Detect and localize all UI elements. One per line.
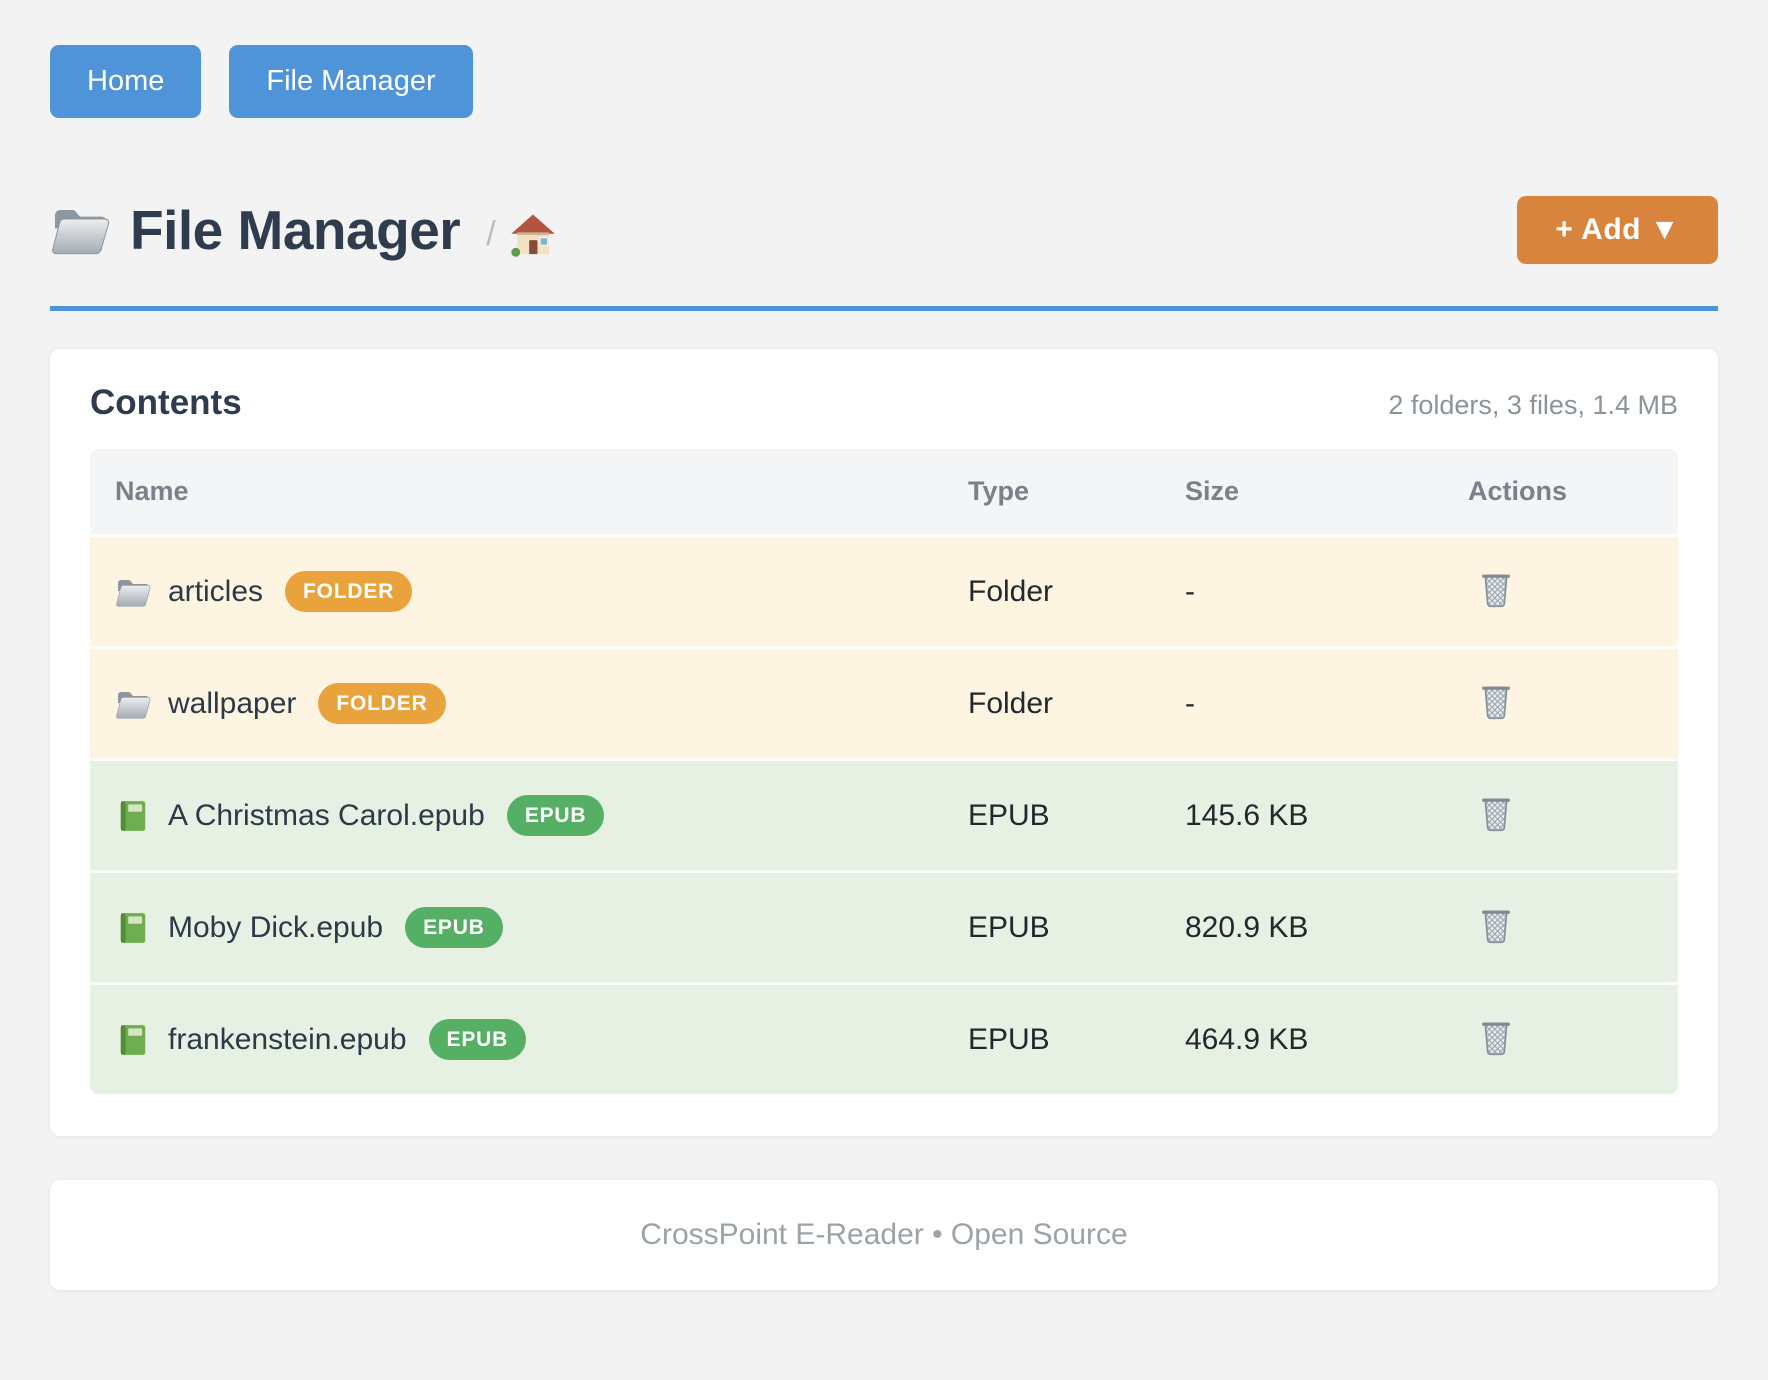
file-name-link[interactable]: wallpaper	[168, 686, 297, 720]
delete-button[interactable]	[1478, 570, 1514, 608]
table-row: Moby Dick.epub EPUB EPUB 820.9 KB	[90, 870, 1678, 982]
contents-heading: Contents	[90, 383, 242, 422]
folder-icon	[50, 203, 110, 257]
page-title: File Manager	[130, 199, 461, 261]
trash-icon	[1478, 1018, 1514, 1056]
folder-icon	[115, 575, 151, 609]
size-cell: 464.9 KB	[1185, 1022, 1309, 1056]
actions-cell	[1468, 1018, 1678, 1061]
type-cell: Folder	[968, 574, 1054, 608]
trash-icon	[1478, 682, 1514, 720]
size-cell: 145.6 KB	[1185, 798, 1309, 832]
delete-button[interactable]	[1478, 1018, 1514, 1056]
name-cell: A Christmas Carol.epub EPUB	[90, 795, 968, 836]
contents-summary: 2 folders, 3 files, 1.4 MB	[1388, 390, 1678, 420]
file-manager-page: Home File Manager File Manager / + Add ▼…	[50, 45, 1718, 1290]
delete-button[interactable]	[1478, 682, 1514, 720]
column-header-actions: Actions	[1468, 476, 1568, 506]
book-icon	[115, 799, 151, 833]
actions-cell	[1468, 682, 1678, 725]
table-row: frankenstein.epub EPUB EPUB 464.9 KB	[90, 982, 1678, 1094]
size-cell: -	[1185, 574, 1195, 608]
file-name-link[interactable]: A Christmas Carol.epub	[168, 798, 485, 832]
header-divider	[50, 306, 1718, 311]
table-row: articles FOLDER Folder -	[90, 534, 1678, 646]
folder-icon	[115, 687, 151, 721]
name-cell: articles FOLDER	[90, 571, 968, 612]
name-cell: wallpaper FOLDER	[90, 683, 968, 724]
contents-card: Contents 2 folders, 3 files, 1.4 MB Name…	[50, 349, 1718, 1136]
type-cell: EPUB	[968, 1022, 1050, 1056]
title-wrap: File Manager /	[50, 198, 556, 262]
home-button[interactable]: Home	[50, 45, 202, 118]
delete-button[interactable]	[1478, 794, 1514, 832]
contents-card-header: Contents 2 folders, 3 files, 1.4 MB	[90, 383, 1678, 423]
breadcrumb-separator: /	[486, 214, 496, 253]
table-row: A Christmas Carol.epub EPUB EPUB 145.6 K…	[90, 758, 1678, 870]
table-body: articles FOLDER Folder - wallpaper FOLDE…	[90, 534, 1678, 1094]
house-icon[interactable]	[510, 212, 556, 258]
book-icon	[115, 1023, 151, 1057]
actions-cell	[1468, 570, 1678, 613]
name-cell: frankenstein.epub EPUB	[90, 1019, 968, 1060]
table-header-row: Name Type Size Actions	[90, 449, 1678, 534]
footer: CrossPoint E-Reader • Open Source	[50, 1180, 1718, 1290]
file-table: Name Type Size Actions articles FOLDER F…	[90, 449, 1678, 1094]
actions-cell	[1468, 906, 1678, 949]
page-header: File Manager / + Add ▼	[50, 196, 1718, 264]
file-name-link[interactable]: articles	[168, 574, 264, 608]
trash-icon	[1478, 906, 1514, 944]
table-row: wallpaper FOLDER Folder -	[90, 646, 1678, 758]
footer-text: CrossPoint E-Reader • Open Source	[640, 1218, 1128, 1251]
add-button[interactable]: + Add ▼	[1517, 196, 1718, 264]
trash-icon	[1478, 570, 1514, 608]
type-badge: EPUB	[405, 907, 503, 948]
type-badge: FOLDER	[318, 683, 446, 724]
column-header-size: Size	[1185, 476, 1240, 506]
top-nav: Home File Manager	[50, 45, 1718, 118]
size-cell: -	[1185, 686, 1195, 720]
file-name-link[interactable]: frankenstein.epub	[168, 1022, 407, 1056]
book-icon	[115, 911, 151, 945]
type-cell: EPUB	[968, 798, 1050, 832]
name-cell: Moby Dick.epub EPUB	[90, 907, 968, 948]
type-cell: EPUB	[968, 910, 1050, 944]
trash-icon	[1478, 794, 1514, 832]
size-cell: 820.9 KB	[1185, 910, 1309, 944]
type-badge: FOLDER	[285, 571, 413, 612]
column-header-type: Type	[968, 476, 1030, 506]
type-badge: EPUB	[428, 1019, 527, 1060]
actions-cell	[1468, 794, 1678, 837]
type-badge: EPUB	[506, 795, 605, 836]
file-manager-button[interactable]: File Manager	[229, 45, 473, 118]
delete-button[interactable]	[1478, 906, 1514, 944]
column-header-name: Name	[115, 476, 189, 506]
file-name-link[interactable]: Moby Dick.epub	[168, 910, 384, 944]
type-cell: Folder	[968, 686, 1054, 720]
